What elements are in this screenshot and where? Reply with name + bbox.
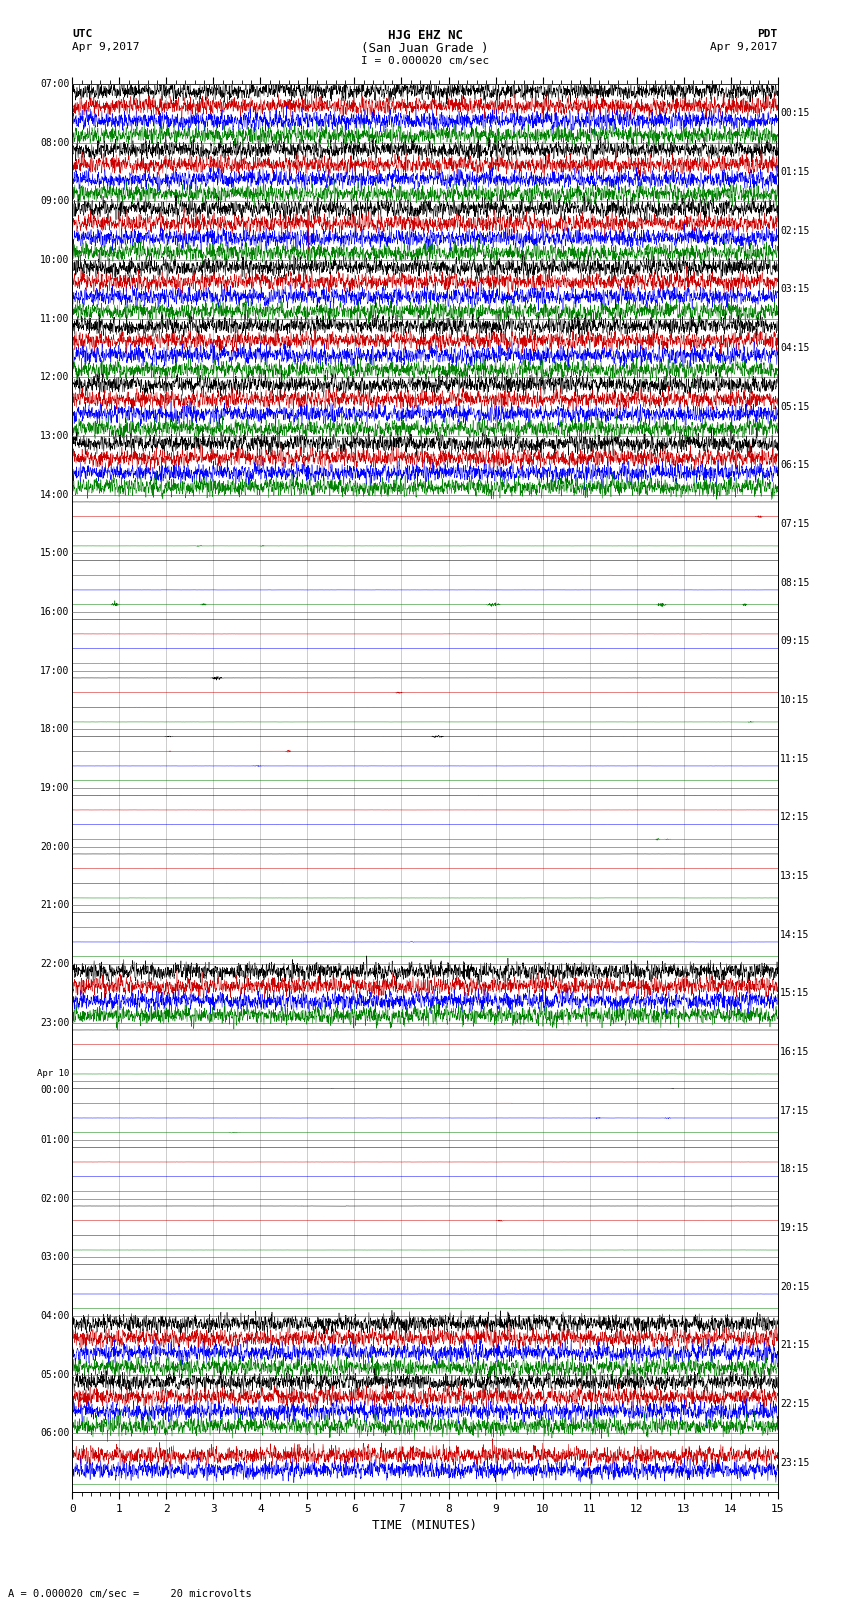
Text: 20:00: 20:00	[40, 842, 70, 852]
Text: 00:15: 00:15	[780, 108, 810, 118]
Text: 08:15: 08:15	[780, 577, 810, 587]
Text: PDT: PDT	[757, 29, 778, 39]
Text: 15:15: 15:15	[780, 989, 810, 998]
Text: 10:00: 10:00	[40, 255, 70, 265]
Text: 14:15: 14:15	[780, 929, 810, 940]
Text: Apr 9,2017: Apr 9,2017	[711, 42, 778, 52]
Text: 13:00: 13:00	[40, 431, 70, 440]
Text: 23:15: 23:15	[780, 1458, 810, 1468]
Text: 09:15: 09:15	[780, 636, 810, 647]
Text: HJG EHZ NC: HJG EHZ NC	[388, 29, 462, 42]
Text: 23:00: 23:00	[40, 1018, 70, 1027]
Text: 05:15: 05:15	[780, 402, 810, 411]
Text: 13:15: 13:15	[780, 871, 810, 881]
Text: Apr 9,2017: Apr 9,2017	[72, 42, 139, 52]
Text: 05:00: 05:00	[40, 1369, 70, 1379]
Text: 07:15: 07:15	[780, 519, 810, 529]
Text: 18:00: 18:00	[40, 724, 70, 734]
Text: I = 0.000020 cm/sec: I = 0.000020 cm/sec	[361, 56, 489, 66]
Text: 04:00: 04:00	[40, 1311, 70, 1321]
Text: 18:15: 18:15	[780, 1165, 810, 1174]
Text: 11:15: 11:15	[780, 753, 810, 763]
Text: 09:00: 09:00	[40, 197, 70, 206]
Text: 21:00: 21:00	[40, 900, 70, 910]
Text: 17:00: 17:00	[40, 666, 70, 676]
Text: 15:00: 15:00	[40, 548, 70, 558]
Text: 20:15: 20:15	[780, 1282, 810, 1292]
Text: 00:00: 00:00	[40, 1084, 70, 1095]
Text: 22:00: 22:00	[40, 960, 70, 969]
Text: 16:00: 16:00	[40, 606, 70, 616]
Text: 06:15: 06:15	[780, 460, 810, 471]
Text: 12:15: 12:15	[780, 813, 810, 823]
X-axis label: TIME (MINUTES): TIME (MINUTES)	[372, 1519, 478, 1532]
Text: 02:00: 02:00	[40, 1194, 70, 1203]
Text: 12:00: 12:00	[40, 373, 70, 382]
Text: 19:00: 19:00	[40, 782, 70, 794]
Text: 04:15: 04:15	[780, 344, 810, 353]
Text: 14:00: 14:00	[40, 490, 70, 500]
Text: 21:15: 21:15	[780, 1340, 810, 1350]
Text: 03:00: 03:00	[40, 1252, 70, 1263]
Text: 17:15: 17:15	[780, 1105, 810, 1116]
Text: 01:15: 01:15	[780, 166, 810, 177]
Text: 22:15: 22:15	[780, 1398, 810, 1410]
Text: 08:00: 08:00	[40, 137, 70, 147]
Text: 11:00: 11:00	[40, 313, 70, 324]
Text: (San Juan Grade ): (San Juan Grade )	[361, 42, 489, 55]
Text: A = 0.000020 cm/sec =     20 microvolts: A = 0.000020 cm/sec = 20 microvolts	[8, 1589, 252, 1598]
Text: 10:15: 10:15	[780, 695, 810, 705]
Text: 01:00: 01:00	[40, 1136, 70, 1145]
Text: 03:15: 03:15	[780, 284, 810, 294]
Text: Apr 10: Apr 10	[37, 1069, 70, 1077]
Text: 02:15: 02:15	[780, 226, 810, 235]
Text: UTC: UTC	[72, 29, 93, 39]
Text: 16:15: 16:15	[780, 1047, 810, 1057]
Text: 07:00: 07:00	[40, 79, 70, 89]
Text: 19:15: 19:15	[780, 1223, 810, 1232]
Text: 06:00: 06:00	[40, 1429, 70, 1439]
